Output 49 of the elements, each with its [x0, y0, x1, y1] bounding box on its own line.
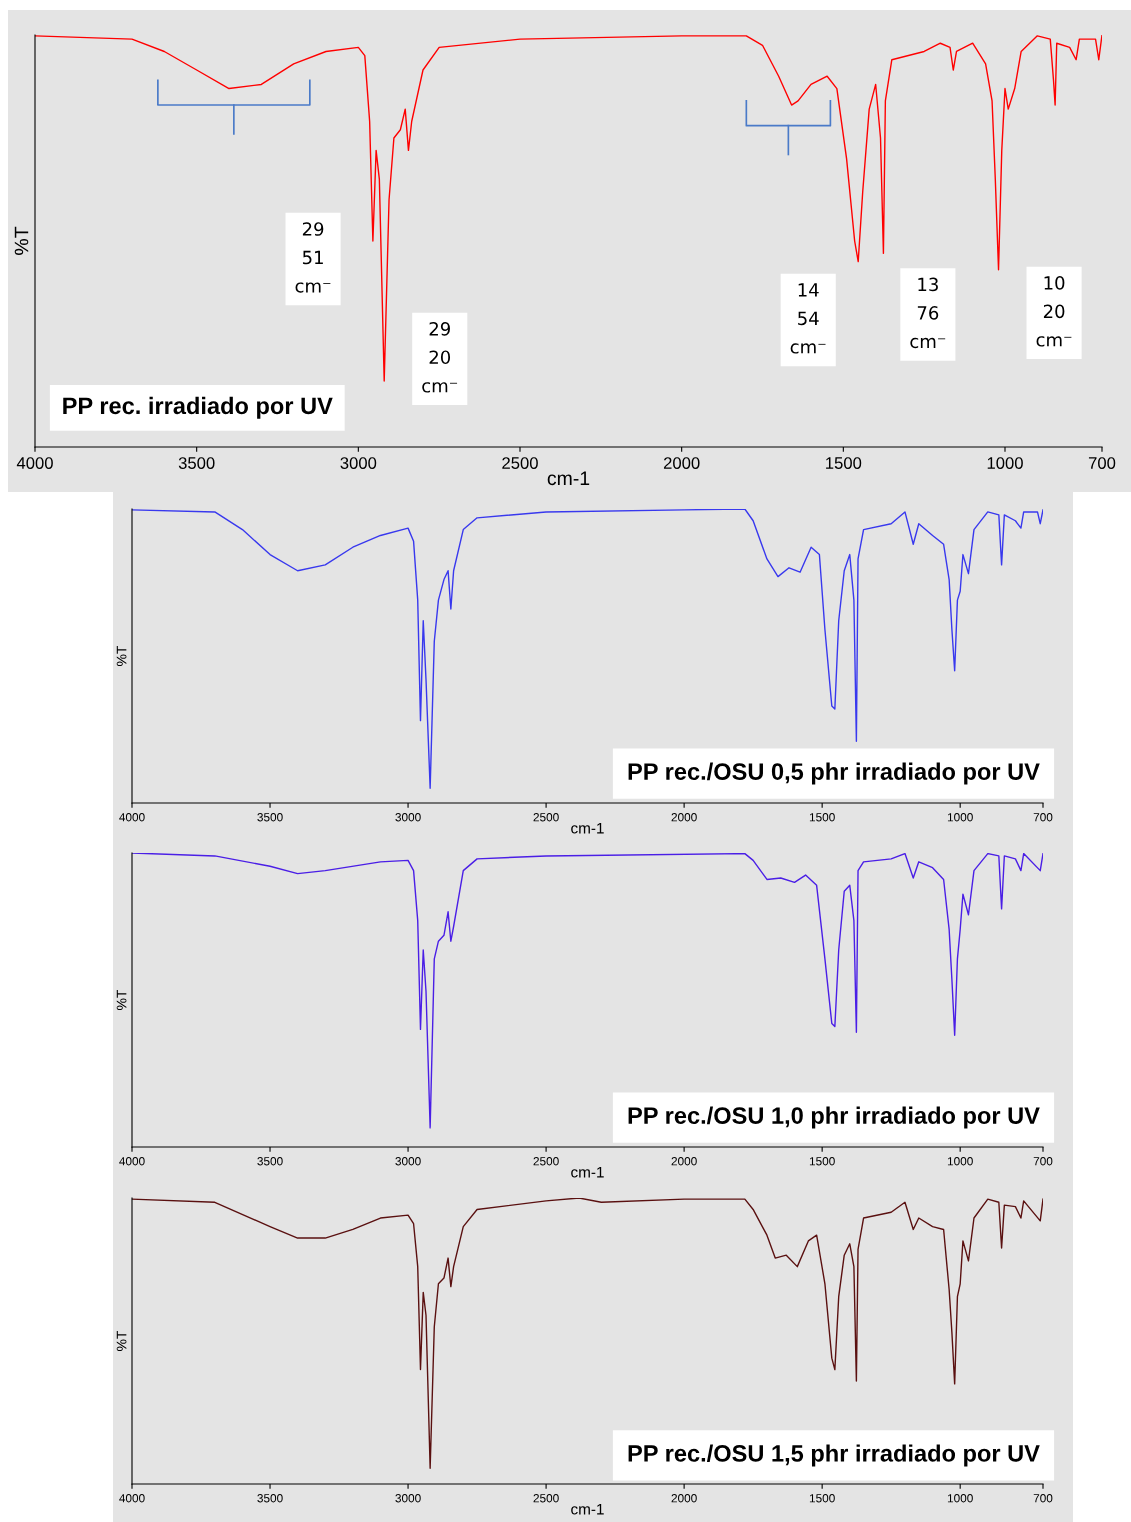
x-tick-label: 3000 — [395, 1157, 421, 1166]
y-axis-title: %T — [116, 989, 127, 1010]
x-tick-label: 3500 — [257, 1157, 283, 1166]
x-tick-label: 3000 — [395, 813, 421, 822]
x-tick-label: 4000 — [119, 1494, 145, 1503]
x-tick-label: 700 — [1088, 457, 1116, 469]
x-tick-label: 700 — [1033, 1157, 1053, 1166]
x-tick-label: 2000 — [663, 457, 700, 469]
annotation: 29 20 cm⁻ — [422, 321, 458, 393]
x-tick-label: 2500 — [533, 1494, 559, 1503]
annotation: PP rec. irradiado por UV — [63, 396, 333, 419]
y-axis-title: %T — [14, 226, 29, 255]
x-tick-label: 2500 — [533, 1157, 559, 1166]
x-tick-label: 1000 — [947, 813, 973, 822]
x-tick-label: 4000 — [119, 813, 145, 822]
y-axis-title: %T — [116, 645, 127, 666]
x-tick-label: 700 — [1033, 1494, 1053, 1503]
annotation: PP rec./OSU 1,5 phr irradiado por UV — [628, 1444, 1040, 1467]
x-tick-label: 1500 — [809, 1157, 835, 1166]
x-tick-label: 3500 — [257, 813, 283, 822]
x-tick-label: 1000 — [987, 457, 1023, 469]
x-tick-label: 3000 — [395, 1494, 421, 1503]
annotation: 13 76 cm⁻ — [910, 277, 946, 349]
x-tick-label: 4000 — [119, 1157, 145, 1166]
x-axis-title: cm-1 — [547, 471, 590, 486]
x-tick-label: 3500 — [257, 1494, 283, 1503]
x-tick-label: 3500 — [178, 457, 215, 469]
x-axis-title: cm-1 — [571, 1166, 604, 1178]
x-tick-label: 2000 — [671, 1494, 697, 1503]
x-axis-title: cm-1 — [571, 822, 604, 834]
x-tick-label: 1500 — [809, 813, 835, 822]
annotation: PP rec./OSU 1,0 phr irradiado por UV — [628, 1106, 1040, 1129]
x-tick-label: 1000 — [947, 1494, 973, 1503]
x-tick-label: 2000 — [671, 813, 697, 822]
annotation: PP rec./OSU 0,5 phr irradiado por UV — [628, 762, 1040, 785]
x-tick-label: 3000 — [340, 457, 377, 469]
x-tick-label: 1500 — [809, 1494, 835, 1503]
x-tick-label: 1000 — [947, 1157, 973, 1166]
x-tick-label: 2500 — [533, 813, 559, 822]
x-axis-title: cm-1 — [571, 1503, 604, 1515]
annotation: 14 54 cm⁻ — [790, 283, 826, 354]
annotation: 29 51 cm⁻ — [295, 222, 331, 293]
x-tick-label: 1500 — [826, 457, 862, 469]
x-tick-label: 4000 — [16, 457, 53, 469]
x-tick-label: 700 — [1033, 813, 1053, 822]
x-tick-label: 2500 — [502, 457, 538, 469]
y-axis-title: %T — [116, 1330, 127, 1351]
annotation: 10 20 cm⁻ — [1036, 276, 1072, 347]
x-tick-label: 2000 — [671, 1157, 697, 1166]
